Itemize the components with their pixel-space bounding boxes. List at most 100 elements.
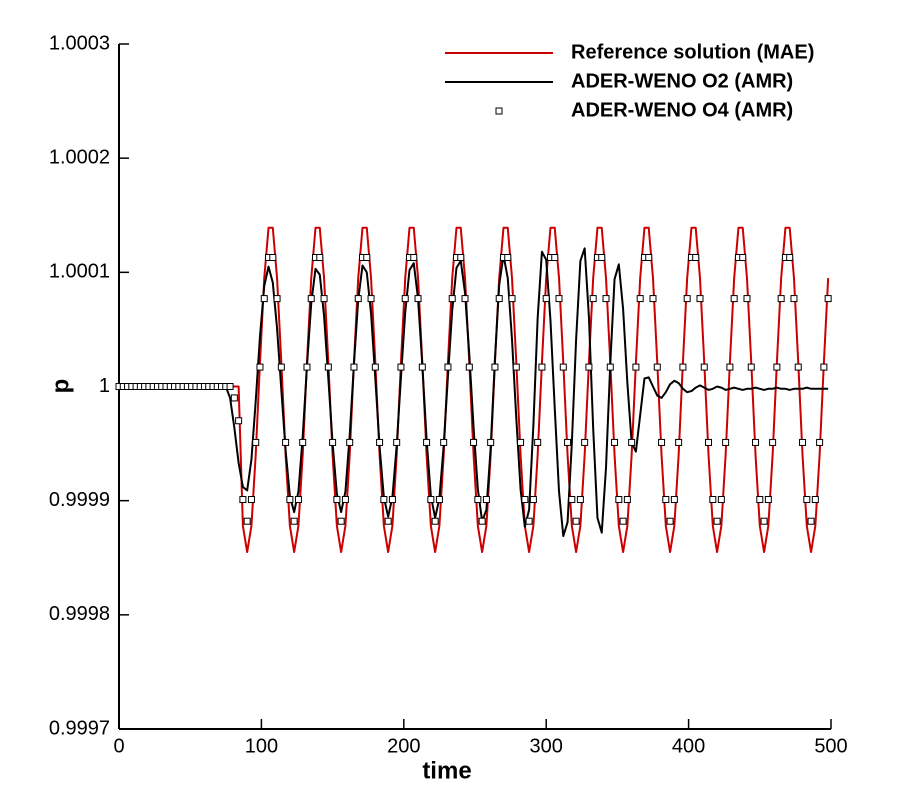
legend-marker — [495, 107, 503, 115]
series-marker — [388, 496, 396, 504]
series-marker — [662, 496, 670, 504]
series-marker — [700, 363, 708, 371]
series-marker — [354, 295, 362, 303]
series-marker — [414, 295, 422, 303]
series-marker — [726, 363, 734, 371]
series-marker — [371, 363, 379, 371]
series-marker — [235, 417, 243, 425]
series-marker — [709, 496, 717, 504]
series-marker — [491, 363, 499, 371]
series-marker — [615, 496, 623, 504]
series-marker — [529, 496, 537, 504]
series-marker — [623, 496, 631, 504]
x-tick-label: 300 — [530, 735, 563, 757]
series-marker — [773, 363, 781, 371]
series-marker — [423, 438, 431, 446]
series-marker — [341, 496, 349, 504]
y-tick-label: 1.0002 — [49, 146, 110, 168]
series-marker — [444, 363, 452, 371]
y-tick-label: 0.9997 — [49, 717, 110, 739]
series-marker — [820, 363, 828, 371]
series-marker — [675, 438, 683, 446]
series-marker — [752, 438, 760, 446]
series-marker — [747, 363, 755, 371]
series-marker — [559, 363, 567, 371]
series-marker — [504, 253, 512, 261]
series-marker — [393, 438, 401, 446]
series-marker — [619, 517, 627, 525]
series-marker — [564, 438, 572, 446]
series-marker — [653, 363, 661, 371]
series-marker — [350, 363, 358, 371]
series-marker — [572, 517, 580, 525]
series-marker — [226, 383, 234, 390]
series-marker — [730, 295, 738, 303]
series-marker — [431, 517, 439, 525]
series-marker — [269, 253, 277, 261]
series-marker — [410, 253, 418, 261]
series-marker — [666, 517, 674, 525]
legend-label: Reference solution (MAE) — [571, 41, 814, 63]
series-marker — [277, 363, 285, 371]
series-marker — [376, 438, 384, 446]
x-axis-label: time — [422, 757, 471, 784]
series-marker — [589, 295, 597, 303]
series-marker — [384, 517, 392, 525]
series-marker — [525, 517, 533, 525]
series-marker — [435, 496, 443, 504]
series-marker — [290, 517, 298, 525]
series-marker — [482, 496, 490, 504]
series-marker — [517, 438, 525, 446]
series-marker — [320, 295, 328, 303]
series-marker — [722, 438, 730, 446]
series-marker — [478, 517, 486, 525]
series-marker — [252, 438, 260, 446]
series-marker — [696, 295, 704, 303]
series-marker — [401, 295, 409, 303]
series-marker — [346, 438, 354, 446]
x-tick-label: 400 — [672, 735, 705, 757]
series-marker — [632, 363, 640, 371]
series-marker — [487, 438, 495, 446]
series-marker — [739, 253, 747, 261]
series-marker — [337, 517, 345, 525]
series-marker — [461, 295, 469, 303]
series-marker — [508, 295, 516, 303]
series-marker — [427, 496, 435, 504]
legend-label: ADER-WENO O4 (AMR) — [571, 99, 793, 121]
series-marker — [316, 253, 324, 261]
y-tick-label: 0.9998 — [49, 603, 110, 625]
series-marker — [611, 438, 619, 446]
series-marker — [803, 496, 811, 504]
series-marker — [756, 496, 764, 504]
series-marker — [717, 496, 725, 504]
series-marker — [538, 363, 546, 371]
series-marker — [764, 496, 772, 504]
x-tick-label: 200 — [387, 735, 420, 757]
series-marker — [294, 496, 302, 504]
series-marker — [628, 438, 636, 446]
series-marker — [743, 295, 751, 303]
y-tick-label: 1.0001 — [49, 261, 110, 283]
series-marker — [521, 496, 529, 504]
series-marker — [333, 496, 341, 504]
series-marker — [534, 438, 542, 446]
series-marker — [512, 363, 520, 371]
series-marker — [649, 295, 657, 303]
series-marker — [683, 295, 691, 303]
series-marker — [670, 496, 678, 504]
series-marker — [448, 295, 456, 303]
series-marker — [692, 253, 700, 261]
series-marker — [816, 438, 824, 446]
series-marker — [786, 253, 794, 261]
series-marker — [324, 363, 332, 371]
series-marker — [243, 517, 251, 525]
series-marker — [474, 496, 482, 504]
series-marker — [260, 295, 268, 303]
x-tick-label: 100 — [245, 735, 278, 757]
x-tick-label: 500 — [814, 735, 847, 757]
series-marker — [465, 363, 473, 371]
series-marker — [824, 295, 832, 303]
